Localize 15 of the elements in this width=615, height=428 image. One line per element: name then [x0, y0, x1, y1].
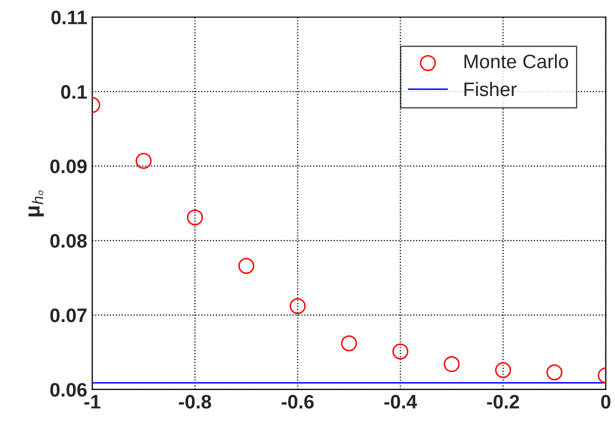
x-tick-label: 0	[601, 394, 610, 409]
y-tick-label: 0.08	[50, 234, 87, 248]
legend-label: Fisher	[464, 82, 517, 96]
legend-label: Monte Carlo	[464, 54, 568, 68]
y-tick-label: 0.1	[61, 85, 87, 99]
x-tick-label: -0.2	[487, 394, 520, 409]
y-tick-label: 0.06	[50, 382, 87, 397]
x-tick-label: -0.4	[384, 394, 418, 409]
y-axis-title: μ$_{hₒ}$	[28, 190, 44, 216]
y-tick-label: 0.07	[50, 308, 87, 322]
x-tick-label: -0.8	[178, 394, 212, 409]
y-tick-label: 0.11	[51, 10, 87, 24]
y-tick-label: 0.09	[50, 160, 87, 174]
x-tick-label: -1	[84, 395, 100, 408]
x-tick-label: -0.6	[282, 394, 314, 409]
